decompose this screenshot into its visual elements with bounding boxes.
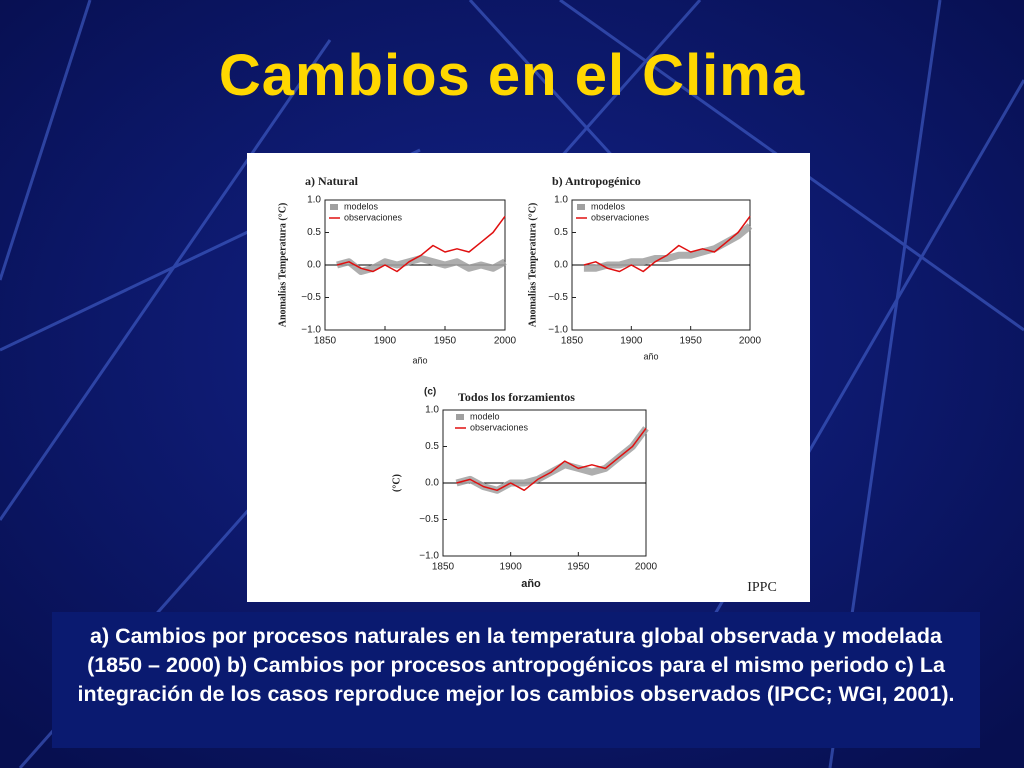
x-tick-label: 2000 bbox=[635, 562, 658, 573]
slide-title: Cambios en el Clima bbox=[218, 43, 806, 108]
x-tick-label: 1950 bbox=[567, 562, 590, 573]
x-axis-label: año bbox=[643, 351, 658, 361]
panel-label: (c) bbox=[424, 387, 436, 398]
model-band bbox=[583, 223, 753, 272]
x-tick-label: 1850 bbox=[561, 336, 584, 347]
x-tick-label: 1850 bbox=[432, 562, 455, 573]
y-tick-label: −1.0 bbox=[419, 551, 439, 562]
legend-swatch bbox=[577, 204, 585, 210]
source: IPPC bbox=[747, 580, 777, 595]
y-tick-label: −0.5 bbox=[419, 514, 439, 525]
y-tick-label: 0.0 bbox=[425, 478, 439, 489]
y-tick-label: −0.5 bbox=[548, 292, 568, 303]
x-tick-label: 1950 bbox=[434, 336, 457, 347]
x-tick-label: 1900 bbox=[620, 336, 643, 347]
y-tick-label: 0.5 bbox=[425, 441, 439, 452]
chart-title: b) Antropogénico bbox=[552, 174, 641, 188]
observation-line bbox=[336, 215, 506, 273]
legend-label: modelos bbox=[591, 201, 626, 211]
chart-title: a) Natural bbox=[305, 174, 359, 188]
observation-line bbox=[456, 427, 647, 492]
legend-label: modelo bbox=[470, 411, 500, 421]
x-tick-label: 1900 bbox=[500, 562, 523, 573]
y-tick-label: −1.0 bbox=[301, 325, 321, 336]
model-band bbox=[336, 255, 507, 275]
y-tick-label: 0.5 bbox=[307, 227, 321, 238]
x-tick-label: 1950 bbox=[680, 336, 703, 347]
y-tick-label: 0.0 bbox=[307, 260, 321, 271]
legend-swatch bbox=[456, 414, 464, 420]
x-axis-label: año bbox=[521, 578, 541, 590]
observation-line bbox=[583, 215, 751, 273]
x-tick-label: 1850 bbox=[314, 336, 337, 347]
y-tick-label: 0.5 bbox=[554, 227, 568, 238]
x-axis-label: año bbox=[412, 355, 427, 365]
figure-panel bbox=[247, 153, 810, 602]
caption-box bbox=[52, 612, 980, 748]
legend-label: observaciones bbox=[344, 212, 403, 222]
y-tick-label: 0.0 bbox=[554, 260, 568, 271]
x-tick-label: 1900 bbox=[374, 336, 397, 347]
x-tick-label: 2000 bbox=[494, 336, 517, 347]
x-tick-label: 2000 bbox=[739, 336, 762, 347]
chart-title: Todos los forzamientos bbox=[458, 390, 575, 404]
legend-swatch bbox=[330, 204, 338, 210]
y-axis-label: Anomalías Temperatura (°C) bbox=[527, 203, 538, 328]
legend-label: modelos bbox=[344, 201, 379, 211]
legend-label: observaciones bbox=[470, 422, 529, 432]
y-tick-label: −0.5 bbox=[301, 292, 321, 303]
y-axis-label: Anomalías Temperatura (°C) bbox=[277, 203, 288, 328]
y-tick-label: −1.0 bbox=[548, 325, 568, 336]
y-tick-label: 1.0 bbox=[554, 195, 568, 206]
y-tick-label: 1.0 bbox=[425, 405, 439, 416]
legend-label: observaciones bbox=[591, 212, 650, 222]
caption: a) Cambios por procesos naturales en la … bbox=[77, 624, 955, 706]
y-axis-label: (°C) bbox=[391, 474, 402, 492]
y-tick-label: 1.0 bbox=[307, 195, 321, 206]
